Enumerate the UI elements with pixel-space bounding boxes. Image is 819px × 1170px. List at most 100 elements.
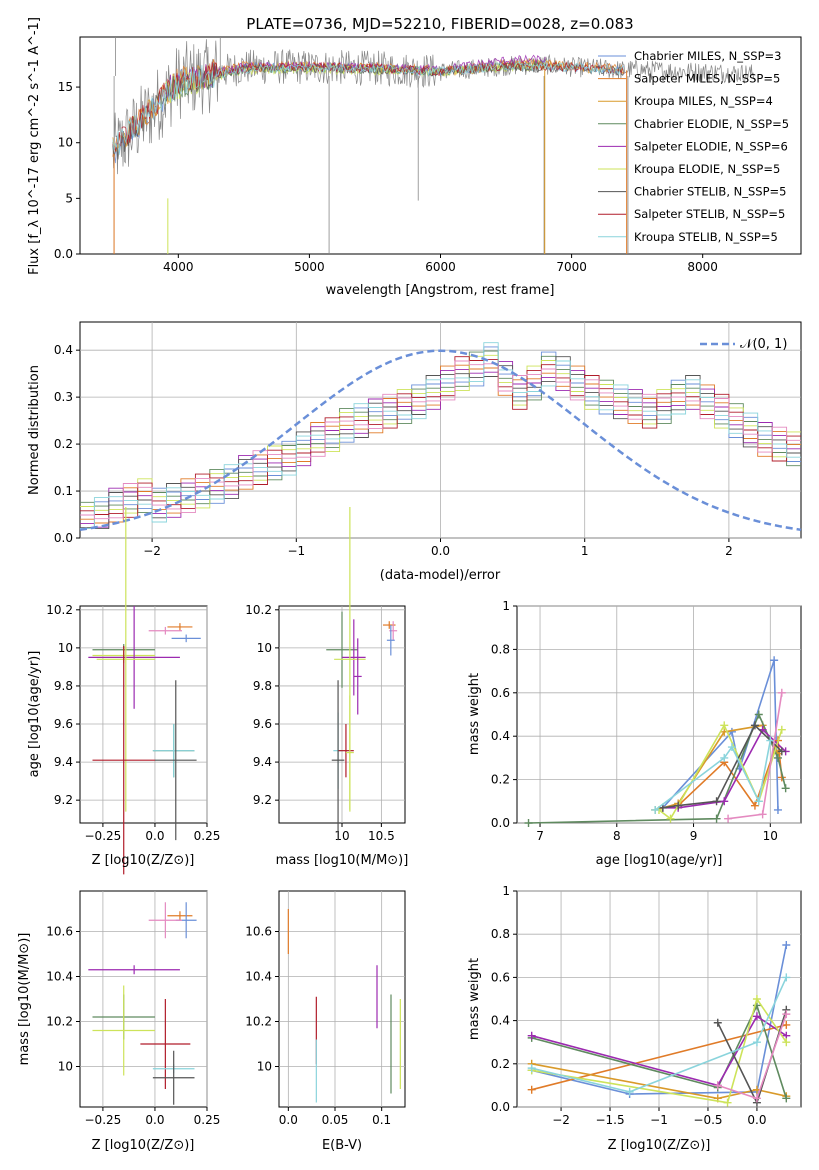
- mass-weight-marker: [781, 784, 790, 793]
- mass-weight-marker: [758, 810, 767, 819]
- mass-weight-marker: [674, 801, 683, 810]
- mass-weight-marker: [713, 1018, 722, 1027]
- mass-weight-line: [531, 997, 787, 1104]
- zmass-xtick-label: 0.25: [194, 1113, 221, 1127]
- ebvmass-xtick-label: 0.1: [372, 1113, 391, 1127]
- ebv-mass-xlabel: E(B-V): [322, 1138, 362, 1153]
- massage-xtick-label: 10.5: [368, 829, 395, 843]
- z-age-plot: −0.25 0.0 0.25 9.2 9.4 9.6 9.8 10 10.2: [46, 507, 220, 875]
- agew-ytick-label: 0.0: [491, 816, 510, 830]
- histogram-plot: −2 −1 0.0 1 2 0.0 0.1 0.2 0.3 0.4: [54, 322, 802, 558]
- legend-label: Chabrier STELIB, N_SSP=5: [634, 185, 786, 199]
- model-spectrum-line: [112, 61, 625, 153]
- spectrum-ytick-label: 5: [65, 191, 73, 205]
- mass-weight-line: [531, 1003, 788, 1099]
- zw-xtick-label: −1: [650, 1113, 668, 1127]
- model-spectrum-line: [112, 61, 625, 160]
- agew-ytick-label: 0.6: [491, 686, 510, 700]
- agew-ytick-label: 1: [502, 599, 510, 613]
- z-weight-ylabel: mass weight: [467, 958, 482, 1040]
- z-age-ylabel: age [log10(age/yr)]: [27, 651, 42, 778]
- mass-weight-marker: [651, 805, 660, 814]
- z-mass-xlabel: Z [log10(Z/Z⊙)]: [92, 1138, 195, 1153]
- zw-xtick-label: 0.0: [747, 1113, 766, 1127]
- spectrum-ytick-label: 10: [58, 136, 73, 150]
- mass-weight-marker: [713, 1081, 722, 1090]
- histogram-ylabel: Normed distribution: [27, 365, 42, 495]
- spectrum-xtick-label: 8000: [687, 260, 718, 274]
- mass-weight-marker: [752, 1094, 761, 1103]
- z-age-panel: −0.25 0.0 0.25 9.2 9.4 9.6 9.8 10 10.2 Z [log10(…: [27, 507, 220, 875]
- residual-histogram-step: [80, 360, 801, 528]
- spectrum-xtick-label: 4000: [163, 260, 194, 274]
- age-weight-xlabel: age [log10(age/yr)]: [596, 853, 723, 868]
- age-weight-ylabel: mass weight: [467, 673, 482, 755]
- mass-weight-marker: [750, 721, 759, 730]
- mass-weight-marker: [754, 797, 763, 806]
- zage-xtick-label: 0.0: [145, 829, 164, 843]
- agew-ytick-label: 0.8: [491, 642, 510, 656]
- zw-ytick-label: 0.8: [491, 927, 510, 941]
- mass-weight-marker: [752, 1012, 761, 1021]
- normal-legend-label: 𝒩(0, 1): [740, 337, 787, 352]
- zage-ytick-label: 9.6: [54, 717, 73, 731]
- mass-age-xlabel: mass [log10(M/M⊙)]: [276, 853, 409, 868]
- z-weight-plot: −2 −1.5 −1 −0.5 0.0 0.0 0.2 0.4 0.6 0.8 1: [491, 884, 801, 1127]
- hist-xtick-label: 1: [581, 544, 589, 558]
- mass-weight-marker: [770, 656, 779, 665]
- mass-weight-marker: [777, 725, 786, 734]
- mass-weight-marker: [723, 1098, 732, 1107]
- mass-age-panel: 10 10.5 9.2 9.4 9.6 9.8 10 10.2 mass [log10(M/M…: [245, 507, 408, 868]
- residual-histogram-panel: −2 −1 0.0 1 2 0.0 0.1 0.2 0.3 0.4 (data-model)/er…: [27, 321, 802, 583]
- mass-weight-marker: [773, 753, 782, 762]
- model-spectrum-line: [112, 61, 625, 155]
- hist-xtick-label: −2: [143, 544, 161, 558]
- mass-weight-line: [531, 944, 788, 1095]
- hist-ytick-label: 0.1: [54, 484, 73, 498]
- legend-label: Chabrier ELODIE, N_SSP=5: [634, 117, 789, 131]
- zw-xtick-label: −0.5: [693, 1113, 722, 1127]
- legend-label: Kroupa MILES, N_SSP=4: [634, 94, 773, 108]
- zw-ytick-label: 0.0: [491, 1100, 510, 1114]
- legend-label: Kroupa ELODIE, N_SSP=5: [634, 162, 780, 176]
- mass-weight-marker: [527, 1085, 536, 1094]
- hist-xtick-label: 2: [725, 544, 733, 558]
- mass-weight-marker: [712, 814, 721, 823]
- zw-ytick-label: 0.4: [491, 1014, 510, 1028]
- spectrum-panel: 4000 5000 6000 7000 8000 0.0 5 10 15 wavelength …: [27, 17, 802, 298]
- mass-age-plot: 10 10.5 9.2 9.4 9.6 9.8 10 10.2: [245, 507, 405, 843]
- mass-weight-marker: [666, 814, 675, 823]
- spectrum-ylabel: Flux [f_λ 10^-17 erg cm^-2 s^-1 A^-1]: [27, 17, 42, 275]
- mass-weight-marker: [777, 688, 786, 697]
- spectrum-ytick-label: 15: [58, 80, 73, 94]
- mass-weight-marker: [782, 1020, 791, 1029]
- agew-xtick-label: 10: [763, 829, 778, 843]
- mass-weight-marker: [625, 1087, 634, 1096]
- mass-weight-marker: [773, 805, 782, 814]
- residual-histogram-step: [80, 356, 801, 530]
- mass-weight-marker: [752, 1038, 761, 1047]
- residual-histogram-step: [80, 354, 801, 514]
- massage-ytick-label: 9.4: [253, 755, 272, 769]
- zw-ytick-label: 0.6: [491, 970, 510, 984]
- zage-ytick-label: 10.2: [46, 603, 73, 617]
- zw-xtick-label: −1.5: [595, 1113, 624, 1127]
- mass-weight-marker: [782, 1038, 791, 1047]
- zmass-ytick-label: 10.6: [46, 925, 73, 939]
- zmass-ytick-label: 10.4: [46, 970, 73, 984]
- normal-distribution-curve: [79, 349, 802, 532]
- massage-xtick-label: 10: [334, 829, 349, 843]
- hist-ytick-label: 0.3: [54, 390, 73, 404]
- histogram-xlabel: (data-model)/error: [380, 568, 501, 583]
- residual-histogram-step: [80, 342, 801, 530]
- zage-ytick-label: 9.2: [54, 793, 73, 807]
- massage-ytick-label: 9.8: [253, 679, 272, 693]
- agew-ytick-label: 0.2: [491, 773, 510, 787]
- mass-weight-line: [531, 977, 788, 1093]
- zmass-xtick-label: 0.0: [145, 1113, 164, 1127]
- mass-weight-marker: [750, 801, 759, 810]
- mass-weight-marker: [782, 941, 791, 949]
- hist-xtick-label: 0.0: [431, 544, 450, 558]
